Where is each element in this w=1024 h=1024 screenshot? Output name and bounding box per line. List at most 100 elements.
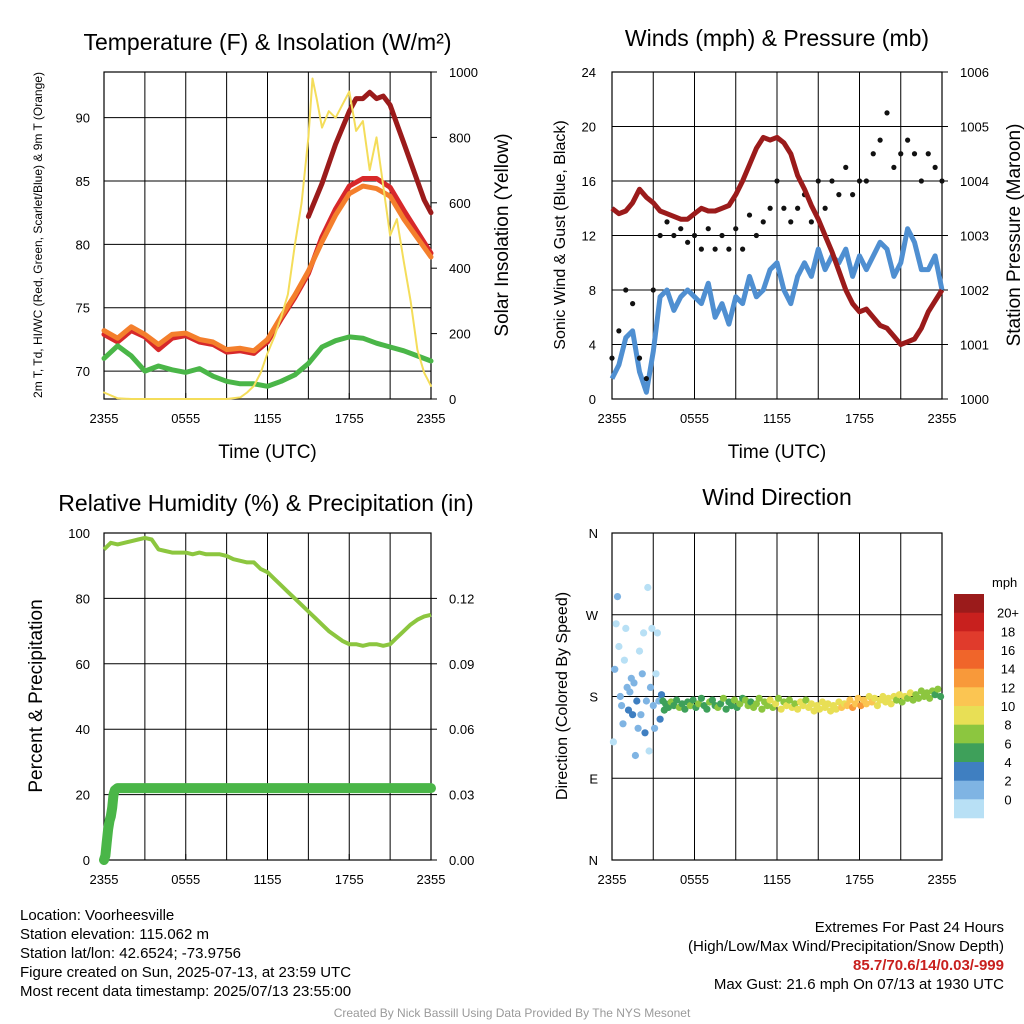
direction-point bbox=[629, 711, 637, 719]
x-tick-label: 0555 bbox=[680, 411, 709, 426]
direction-point bbox=[616, 692, 624, 701]
y-right-tick-label: 1000 bbox=[449, 65, 478, 80]
direction-point bbox=[846, 696, 854, 704]
y-tick-label: 80 bbox=[76, 591, 90, 606]
gust-point bbox=[698, 246, 704, 252]
gust-point bbox=[671, 232, 677, 239]
gust-point bbox=[733, 226, 739, 232]
direction-point bbox=[931, 691, 939, 699]
y-tick-label: 0 bbox=[589, 392, 596, 407]
direction-point bbox=[640, 629, 648, 637]
direction-point bbox=[645, 747, 653, 755]
direction-point bbox=[923, 689, 931, 697]
direction-point bbox=[774, 694, 783, 702]
plot-frame bbox=[103, 71, 432, 400]
gust-point bbox=[623, 287, 629, 293]
direction-point bbox=[730, 696, 739, 704]
x-tick-label: 2355 bbox=[417, 411, 446, 426]
direction-point bbox=[810, 707, 818, 715]
direction-point bbox=[755, 694, 763, 702]
gust-point bbox=[870, 151, 876, 157]
direction-point bbox=[818, 698, 827, 706]
y-tick-label: S bbox=[589, 690, 598, 705]
direction-point bbox=[794, 705, 802, 713]
gust-point bbox=[891, 164, 897, 170]
direction-point bbox=[893, 696, 901, 704]
gust-point bbox=[850, 192, 856, 198]
gust-point bbox=[856, 178, 863, 184]
gust-point bbox=[760, 219, 766, 225]
gust-point bbox=[719, 232, 725, 239]
series-line-relative-humidity bbox=[102, 535, 432, 648]
x-tick-label: 1155 bbox=[763, 872, 791, 887]
x-tick-label: 1755 bbox=[845, 872, 874, 887]
direction-point bbox=[637, 711, 645, 719]
direction-point bbox=[611, 665, 619, 673]
location-text: Location: Voorheesville bbox=[20, 907, 175, 924]
direction-point bbox=[783, 702, 791, 710]
direction-point bbox=[612, 620, 620, 628]
colorbar-label: 0 bbox=[1004, 792, 1011, 807]
y-right-tick-label: 0.00 bbox=[449, 853, 474, 868]
x-tick-label: 0555 bbox=[171, 872, 200, 887]
extremes-legend: (High/Low/Max Wind/Precipitation/Snow De… bbox=[688, 938, 1004, 955]
gust-point bbox=[740, 246, 746, 252]
gust-point bbox=[691, 232, 698, 239]
direction-point bbox=[609, 738, 618, 746]
y-tick-label: E bbox=[589, 771, 598, 786]
direction-point bbox=[681, 705, 689, 713]
gust-point bbox=[726, 246, 732, 252]
gust-point bbox=[939, 178, 945, 184]
y-right-tick-label: 600 bbox=[449, 196, 471, 211]
direction-point bbox=[686, 702, 695, 710]
y-tick-label: N bbox=[589, 526, 598, 541]
x-tick-label: 1155 bbox=[763, 411, 791, 426]
series-line-td bbox=[101, 334, 434, 389]
direction-point bbox=[656, 715, 664, 723]
direction-point bbox=[648, 624, 656, 633]
direction-point bbox=[689, 696, 697, 704]
direction-point bbox=[862, 700, 871, 708]
y-tick-label: 40 bbox=[76, 722, 90, 737]
x-tick-label: 2355 bbox=[90, 411, 119, 426]
direction-point bbox=[651, 724, 659, 732]
direction-point bbox=[631, 751, 640, 760]
direction-point bbox=[646, 683, 655, 692]
direction-point bbox=[887, 700, 895, 708]
direction-point bbox=[618, 702, 626, 710]
colorbar-label: 10 bbox=[1001, 699, 1015, 714]
colorbar-label: 20+ bbox=[997, 606, 1019, 621]
direction-point bbox=[633, 697, 641, 705]
y-right-tick-label: 1004 bbox=[960, 174, 989, 189]
y-tick-label: 8 bbox=[589, 283, 596, 298]
series-line-sonic-wind bbox=[609, 226, 945, 395]
direction-point bbox=[642, 697, 651, 705]
gust-point bbox=[808, 219, 814, 225]
gust-point bbox=[664, 219, 670, 225]
colorbar-swatch bbox=[954, 724, 984, 744]
direction-point bbox=[879, 692, 887, 701]
direction-point bbox=[635, 647, 644, 655]
direction-point bbox=[703, 705, 711, 713]
gust-point bbox=[781, 205, 787, 211]
series-line-precipitation bbox=[99, 783, 436, 865]
winds-panel: 2355 0555 1155 1755 235504812162024100010011… bbox=[552, 25, 1024, 463]
direction-point bbox=[807, 700, 816, 708]
gust-point bbox=[705, 226, 711, 232]
x-tick-label: 2355 bbox=[598, 411, 627, 426]
x-tick-label: 1755 bbox=[335, 872, 364, 887]
colorbar-label: 4 bbox=[1004, 755, 1011, 770]
gust-point bbox=[753, 232, 759, 239]
y-tick-label: 20 bbox=[582, 120, 596, 135]
direction-point bbox=[619, 720, 627, 728]
gust-point bbox=[788, 219, 794, 225]
station-info: Location: Voorheesville Station elevatio… bbox=[20, 906, 351, 1001]
gust-point bbox=[657, 232, 663, 239]
direction-point bbox=[664, 703, 673, 712]
direction-point bbox=[917, 687, 926, 695]
y-right-tick-label: 1002 bbox=[960, 283, 989, 298]
gust-point bbox=[815, 178, 821, 184]
direction-point bbox=[736, 700, 744, 708]
y-axis-label-left: Percent & Precipitation bbox=[26, 599, 47, 792]
recent-data-text: Most recent data timestamp: 2025/07/13 2… bbox=[20, 983, 352, 1000]
